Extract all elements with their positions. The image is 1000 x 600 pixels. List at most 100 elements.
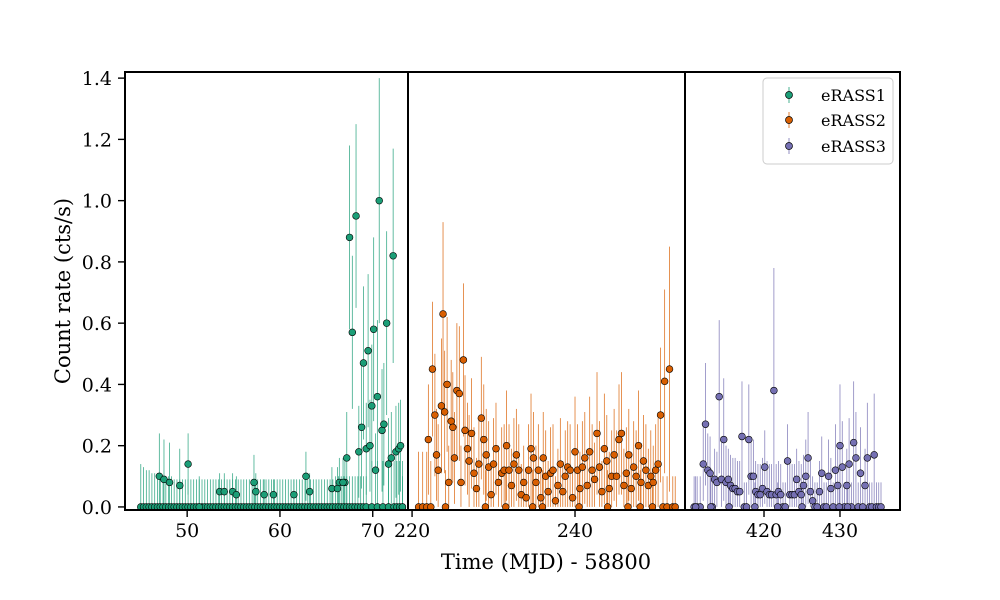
legend-box (762, 77, 894, 165)
x-tick-label: 50 (175, 520, 199, 542)
data-point (861, 481, 869, 490)
data-point (617, 429, 626, 438)
data-point (561, 472, 569, 481)
x-tick-label: 70 (361, 520, 385, 542)
legend-marker-3 (785, 142, 793, 150)
data-point (620, 481, 628, 490)
data-point (450, 454, 459, 462)
data-point (831, 466, 840, 474)
data-point (269, 490, 278, 499)
data-point (502, 441, 511, 450)
data-point (487, 490, 495, 499)
data-point (578, 463, 587, 471)
data-point (538, 503, 547, 510)
data-point (528, 503, 537, 510)
data-point (387, 454, 395, 462)
data-point (568, 494, 577, 502)
data-point (627, 484, 635, 493)
y-tick-label: 0.2 (82, 436, 112, 458)
data-point (369, 325, 378, 333)
data-point (554, 481, 562, 490)
data-point (375, 196, 383, 205)
data-point (368, 402, 376, 410)
legend-label-1: eRASS1 (821, 86, 886, 105)
data-point (364, 347, 372, 355)
data-point (539, 454, 547, 462)
panel-1: 50 60 70 (124, 71, 409, 542)
data-point (371, 466, 380, 474)
data-point (477, 414, 486, 422)
data-point (781, 503, 789, 510)
data-point (492, 445, 500, 453)
data-point (605, 484, 613, 493)
data-point (707, 503, 715, 510)
data-point (660, 377, 669, 386)
x-tick-label: 220 (394, 520, 430, 542)
data-point (252, 487, 260, 496)
data-point (510, 460, 518, 468)
data-point (382, 319, 391, 327)
data-point (808, 497, 817, 505)
data-point (480, 435, 488, 444)
data-point (735, 487, 744, 496)
data-point (305, 487, 314, 496)
legend-label-2: eRASS2 (821, 111, 886, 130)
data-point (749, 472, 758, 481)
data-point (624, 503, 632, 510)
data-point (482, 451, 490, 459)
data-point (600, 445, 609, 453)
data-point (585, 448, 594, 456)
data-point (629, 463, 638, 471)
data-point (434, 466, 442, 474)
data-point (519, 478, 528, 487)
data-point (593, 429, 601, 438)
data-point (447, 417, 455, 425)
data-point (720, 435, 728, 444)
data-point (160, 475, 168, 484)
data-point (522, 494, 530, 502)
data-point (665, 365, 674, 373)
data-point (827, 484, 835, 493)
data-point (647, 472, 655, 481)
data-point (610, 451, 618, 459)
data-point (671, 503, 679, 510)
data-point (654, 460, 662, 468)
data-point (691, 503, 700, 510)
x-tick-label: 430 (822, 520, 858, 542)
data-point (849, 438, 858, 447)
data-point (612, 472, 621, 481)
data-point (455, 389, 464, 398)
data-point (770, 386, 778, 395)
data-point (603, 457, 611, 465)
y-axis: 0.0 0.2 0.4 0.6 0.8 1.0 1.2 1.4 (82, 68, 125, 519)
data-point (834, 481, 842, 490)
data-point (824, 472, 833, 481)
data-point (649, 478, 657, 487)
data-point (428, 365, 437, 373)
data-point (725, 503, 733, 510)
data-point (724, 475, 733, 484)
y-tick-label: 0.6 (82, 313, 112, 335)
y-tick-label: 1.2 (82, 129, 112, 151)
x-tick-label: 240 (557, 520, 593, 542)
data-point (870, 451, 878, 459)
legend-marker-2 (785, 116, 793, 124)
series-eRASS1 (137, 78, 407, 510)
data-point (625, 451, 633, 459)
data-point (348, 328, 357, 337)
data-point (551, 497, 560, 505)
data-point (699, 460, 707, 468)
data-point (575, 503, 583, 510)
data-point (232, 490, 241, 499)
data-point (773, 503, 782, 510)
data-point (815, 487, 824, 496)
data-point (250, 478, 258, 487)
legend-entry-3: eRASS3 (785, 137, 886, 156)
data-point (576, 484, 584, 493)
data-point (838, 463, 846, 471)
data-point (799, 481, 808, 490)
data-point (352, 212, 360, 220)
data-point (843, 481, 851, 490)
data-point (738, 432, 746, 441)
data-point (424, 435, 433, 444)
